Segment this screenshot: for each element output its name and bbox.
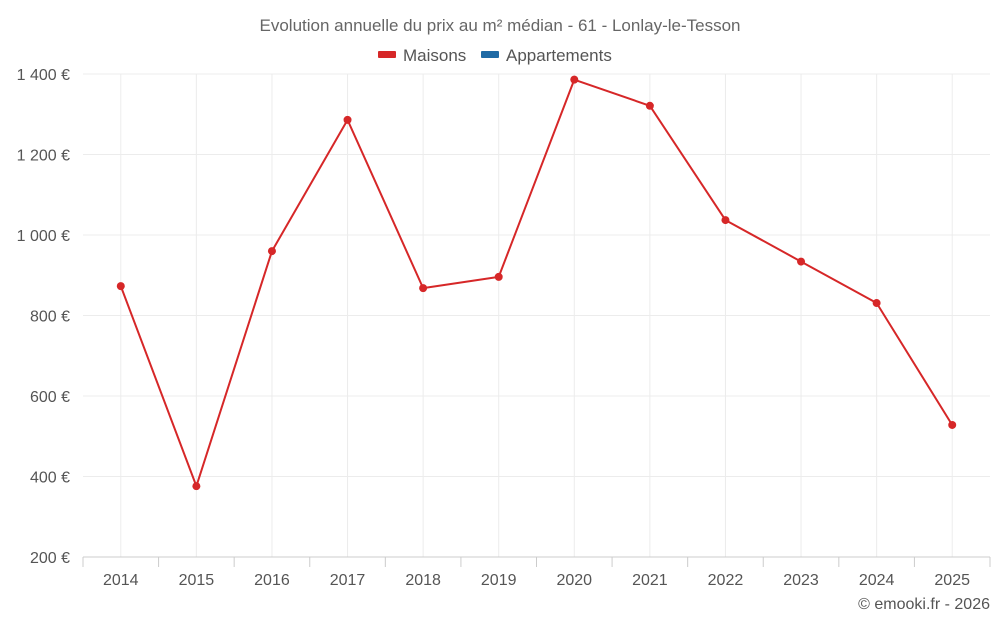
x-tick-label: 2019	[481, 572, 517, 589]
y-tick-label: 1 000 €	[17, 228, 70, 245]
x-tick-label: 2016	[254, 572, 290, 589]
grid	[83, 73, 990, 557]
legend-swatch-maisons	[378, 51, 396, 58]
x-tick-label: 2022	[708, 572, 744, 589]
data-point[interactable]	[343, 115, 352, 124]
data-point[interactable]	[419, 284, 428, 293]
legend-label-maisons: Maisons	[403, 46, 466, 65]
x-tick-label: 2024	[859, 572, 895, 589]
y-axis: 200 € 400 € 600 € 800 € 1 000 € 1 200 € 1 400 …	[17, 67, 70, 567]
x-tick-label: 2017	[330, 572, 366, 589]
x-axis: 2014 2015 2016 2017 2018 2019 2020 2021 2022 2023…	[82, 556, 991, 589]
y-tick-label: 600 €	[30, 389, 70, 406]
x-tick-label: 2020	[556, 572, 592, 589]
legend-item-appartements[interactable]: Appartements	[481, 46, 612, 65]
y-tick-label: 200 €	[30, 550, 70, 567]
legend-label-appartements: Appartements	[506, 46, 612, 65]
y-tick-label: 800 €	[30, 309, 70, 326]
y-tick-label: 1 200 €	[17, 148, 70, 165]
data-point[interactable]	[494, 272, 503, 281]
credit-text: © emooki.fr - 2026	[858, 596, 990, 613]
data-point[interactable]	[570, 75, 579, 84]
data-point[interactable]	[645, 101, 654, 110]
legend: Maisons Appartements	[378, 46, 612, 65]
x-tick-label: 2015	[179, 572, 215, 589]
legend-swatch-appartements	[481, 51, 499, 58]
x-tick-label: 2018	[405, 572, 441, 589]
y-tick-label: 1 400 €	[17, 67, 70, 84]
legend-item-maisons[interactable]: Maisons	[378, 46, 466, 65]
chart-title: Evolution annuelle du prix au m² médian …	[260, 16, 741, 35]
x-tick-label: 2021	[632, 572, 668, 589]
y-tick-label: 400 €	[30, 470, 70, 487]
data-point[interactable]	[872, 299, 881, 308]
data-point[interactable]	[721, 216, 730, 225]
data-point[interactable]	[192, 482, 201, 491]
data-point[interactable]	[267, 247, 276, 256]
data-point[interactable]	[948, 420, 957, 429]
x-tick-label: 2023	[783, 572, 819, 589]
series-line-maisons	[119, 78, 954, 488]
series	[116, 75, 957, 491]
x-tick-label: 2014	[103, 572, 139, 589]
data-point[interactable]	[116, 282, 125, 291]
x-tick-label: 2025	[934, 572, 970, 589]
data-point[interactable]	[797, 257, 806, 266]
